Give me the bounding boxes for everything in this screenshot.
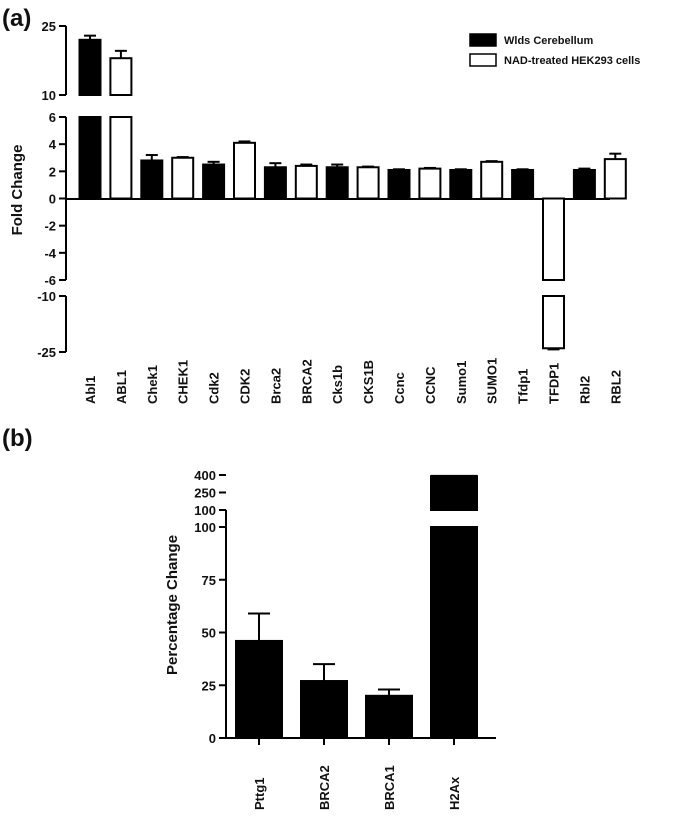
x-tick-label-sumo1: Sumo1 — [454, 361, 469, 404]
bar-cks1b — [356, 166, 380, 200]
bar-cdk2 — [202, 163, 226, 200]
x-tick-label-ccnc: CCNC — [423, 366, 438, 404]
bar-h2ax-b-upper — [430, 475, 478, 511]
bar-rbl2 — [572, 168, 596, 200]
bar-brca2-b — [300, 680, 348, 740]
y-tick-label-a: 10 — [42, 88, 56, 103]
x-tick-label-sumo1: SUMO1 — [485, 358, 500, 404]
bar-chek1 — [140, 159, 164, 200]
bar-brca1-b — [365, 694, 413, 739]
y-tick-label-b: 100 — [194, 520, 216, 535]
bar-ccnc — [387, 168, 411, 200]
x-tick-label-brca2: BRCA2 — [299, 359, 314, 404]
y-ticks-a: 25 10 6 4 2 0 -2 -4 -6-10 -25 — [37, 19, 66, 360]
bar-abl1-upper — [109, 57, 133, 96]
y-tick-label-a: -25 — [37, 345, 56, 360]
y-tick-label-a: -2 — [44, 219, 56, 234]
bar-brca2 — [263, 166, 287, 200]
y-tick-label-a: -4 — [44, 246, 56, 261]
x-tick-label-tfdp1: Tfdp1 — [516, 369, 531, 404]
x-tick-label-brca1-b: BRCA1 — [382, 765, 397, 810]
y-tick-label-a: 25 — [42, 19, 56, 34]
bar-chek1 — [171, 156, 195, 200]
y-tick-label-b: 0 — [209, 731, 216, 746]
x-tick-label-chek1: Chek1 — [145, 365, 160, 404]
y-tick-label-b: 400 — [194, 468, 216, 483]
bars-a — [78, 34, 627, 351]
y-tick-label-a: -10 — [37, 289, 56, 304]
bar-sumo1 — [480, 160, 504, 200]
x-tick-label-pttg1-b: Pttg1 — [252, 778, 267, 811]
legend: Wlds Cerebellum NAD-treated HEK293 cells — [469, 33, 640, 67]
x-tick-label-h2ax-b: H2Ax — [447, 776, 462, 810]
bar-brca2 — [294, 164, 318, 200]
bar-tfdp1-lower — [542, 295, 565, 350]
bar-cdk2 — [233, 141, 256, 200]
y-tick-label-a: 6 — [49, 110, 56, 125]
x-tick-labels-b: Pttg1 BRCA2 BRCA1 H2Ax — [252, 765, 462, 810]
x-tick-label-abl1: Abl1 — [83, 376, 98, 404]
bars-b — [235, 474, 478, 745]
bar-h2ax-b — [430, 526, 478, 739]
bar-tfdp1 — [511, 168, 535, 200]
panel-label-a: (a) — [2, 5, 31, 32]
x-tick-label-brca2: Brca2 — [268, 368, 283, 404]
x-tick-label-cks1b: CKS1B — [361, 360, 376, 404]
legend-swatch-wlds — [469, 33, 497, 47]
y-tick-label-a: 4 — [49, 137, 57, 152]
x-tick-label-rbl2: Rbl2 — [577, 376, 592, 404]
panel-label-b: (b) — [2, 425, 33, 452]
bar-ccnc — [418, 167, 442, 200]
bar-pttg1-b — [235, 639, 283, 739]
y-tick-label-b: 75 — [202, 573, 216, 588]
x-tick-label-ccnc: Ccnc — [392, 372, 407, 404]
x-tick-label-cdk2: CDK2 — [238, 369, 253, 404]
y-axis-title-b: Percentage Change — [164, 535, 181, 675]
y-tick-label-a: -6 — [44, 273, 56, 288]
bar-cks1b — [325, 166, 349, 200]
bar-tfdp1 — [542, 197, 565, 281]
x-tick-label-chek1: CHEK1 — [176, 360, 191, 404]
bar-abl1 — [109, 116, 133, 200]
y-tick-label-b: 25 — [202, 678, 216, 693]
y-tick-label-a: 2 — [49, 164, 56, 179]
legend-label-nad: NAD-treated HEK293 cells — [504, 55, 640, 67]
legend-label-wlds: Wlds Cerebellum — [504, 35, 593, 47]
x-tick-label-cks1b: Cks1b — [330, 365, 345, 404]
bar-abl1 — [78, 116, 102, 200]
y-tick-label-b: 250 — [194, 486, 216, 501]
bar-sumo1 — [449, 168, 473, 200]
y-axis-title-a: Fold Change — [9, 145, 26, 236]
x-tick-label-cdk2: Cdk2 — [207, 372, 222, 404]
bar-rbl2 — [603, 158, 627, 200]
bar-abl1-upper — [78, 38, 102, 96]
legend-swatch-nad — [469, 53, 497, 67]
y-tick-label-b: 50 — [202, 626, 216, 641]
x-tick-labels-a: Abl1 ABL1 Chek1 CHEK1 Cdk2 CDK2 Brca2 BRCA2 Cks1… — [83, 358, 623, 404]
x-tick-label-abl1: ABL1 — [114, 370, 129, 404]
y-tick-label-b: 100 — [194, 503, 216, 518]
x-tick-label-tfdp1: TFDP1 — [547, 363, 562, 404]
x-tick-label-brca2-b: BRCA2 — [317, 765, 332, 810]
x-tick-label-rbl2: RBL2 — [608, 370, 623, 404]
y-tick-label-a: 0 — [49, 192, 56, 207]
